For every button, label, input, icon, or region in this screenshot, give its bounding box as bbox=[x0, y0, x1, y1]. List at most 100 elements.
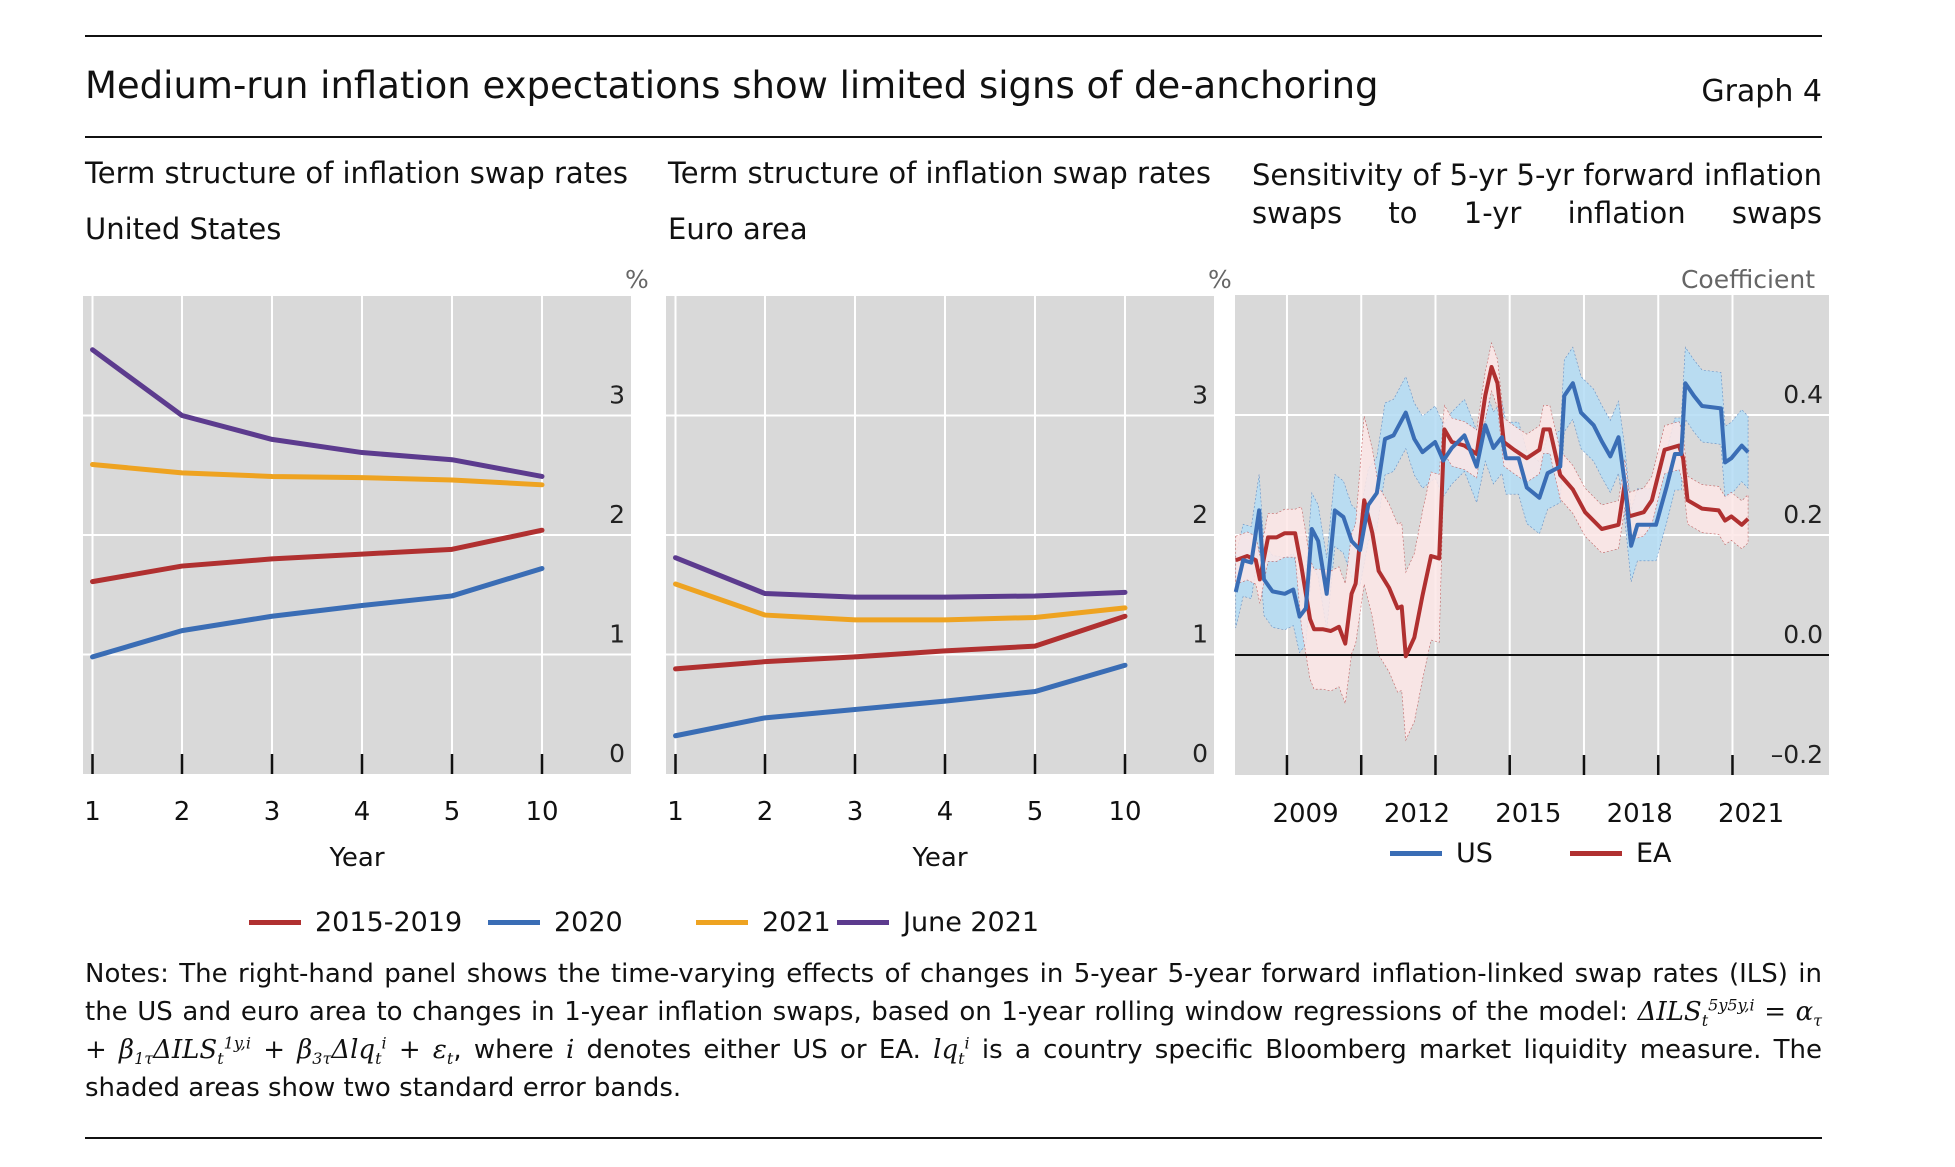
notes-segment: + ε bbox=[386, 1035, 447, 1065]
x-tick-label: 2018 bbox=[1607, 799, 1673, 829]
x-tick-label: 2015 bbox=[1495, 799, 1561, 829]
legend-label-us: US bbox=[1456, 838, 1493, 869]
y-tick-label: 3 bbox=[609, 381, 625, 410]
series-line-2015-2019 bbox=[673, 613, 1128, 672]
notes-segment: is a country specific Bloomberg market l… bbox=[85, 1035, 1822, 1103]
legend-june-2021: June 2021 bbox=[837, 907, 1039, 938]
ea-term-structure-chart: 0 1 2 3 1 2 3 4 5 10 Year bbox=[666, 296, 1214, 873]
x-tick-label: 2 bbox=[174, 797, 191, 827]
notes-segment: Δlq bbox=[331, 1035, 376, 1065]
notes-segment: ΔILS bbox=[153, 1035, 218, 1065]
y-tick-label: 1 bbox=[1192, 620, 1208, 649]
notes: Notes: The right-hand panel shows the ti… bbox=[85, 955, 1822, 1107]
panel1-unit: % bbox=[625, 265, 649, 294]
y-tick-label: –0.2 bbox=[1771, 740, 1823, 769]
x-tick-label: 2012 bbox=[1384, 799, 1450, 829]
bottom-rule bbox=[85, 1137, 1822, 1139]
legend-swatch bbox=[696, 920, 748, 925]
legend-swatch bbox=[249, 920, 301, 925]
legend-2015-2019: 2015-2019 bbox=[249, 907, 462, 938]
us-term-structure-chart: 0 1 2 3 1 2 3 4 5 10 Year bbox=[83, 296, 631, 873]
notes-segment: 1τ bbox=[134, 1049, 154, 1069]
notes-segment: = α bbox=[1754, 997, 1814, 1027]
y-tick-label: 2 bbox=[1192, 500, 1208, 529]
legend-swatch-us bbox=[1390, 851, 1442, 856]
y-tick-label: 0 bbox=[609, 739, 625, 768]
notes-segment: lq bbox=[933, 1035, 959, 1065]
y-tick-label: 0 bbox=[1192, 739, 1208, 768]
x-tick-label: 2021 bbox=[1718, 799, 1784, 829]
legend-us: US bbox=[1390, 838, 1493, 869]
series-line-2020 bbox=[673, 662, 1128, 739]
notes-segment: , where bbox=[453, 1035, 566, 1065]
legend-swatch bbox=[837, 920, 889, 925]
x-tick-label: 5 bbox=[444, 797, 461, 827]
panel2-unit: % bbox=[1208, 265, 1232, 294]
panel1-subtitle: United States bbox=[85, 212, 282, 246]
top-rule bbox=[85, 35, 1822, 37]
legend-label: 2021 bbox=[762, 907, 831, 938]
y-tick-label: 3 bbox=[1192, 381, 1208, 410]
notes-segment: t bbox=[375, 1049, 382, 1069]
notes-segment: t bbox=[1701, 1011, 1709, 1031]
notes-segment: t bbox=[217, 1049, 224, 1069]
x-tick-label: 1 bbox=[84, 797, 101, 827]
notes-segment: ΔILS bbox=[1637, 997, 1702, 1027]
series-line-2015-2019 bbox=[90, 527, 545, 585]
y-tick-label: 0.4 bbox=[1783, 380, 1823, 409]
notes-segment: t bbox=[446, 1049, 454, 1069]
panel3-title: Sensitivity of 5-yr 5-yr forward inflati… bbox=[1252, 158, 1822, 230]
panel1-title: Term structure of inflation swap rates bbox=[85, 156, 628, 190]
legend-2021: 2021 bbox=[696, 907, 831, 938]
sensitivity-chart: –0.2 0.0 0.2 0.4 2009 2012 2015 2018 2021 bbox=[1233, 295, 1829, 829]
series-line-2020 bbox=[90, 565, 545, 660]
graph-title: Medium-run inflation expectations show l… bbox=[85, 64, 1379, 107]
x-tick-label: 4 bbox=[354, 797, 371, 827]
series-line-2021 bbox=[90, 461, 545, 488]
notes-segment: + β bbox=[250, 1035, 313, 1065]
series-line-june-2021 bbox=[90, 347, 545, 479]
series-line-us bbox=[1233, 381, 1750, 619]
error-band-us bbox=[1235, 346, 1749, 654]
panel2-title: Term structure of inflation swap rates bbox=[668, 156, 1211, 190]
x-tick-label: 10 bbox=[525, 797, 558, 827]
legend-label: June 2021 bbox=[903, 907, 1040, 938]
legend-label: 2020 bbox=[554, 907, 623, 938]
y-tick-label: 1 bbox=[609, 620, 625, 649]
notes-segment: Notes: The right-hand panel shows the ti… bbox=[85, 959, 1822, 1027]
notes-segment: + β bbox=[85, 1035, 135, 1065]
legend-2020: 2020 bbox=[488, 907, 623, 938]
x-tick-label: 1 bbox=[667, 797, 684, 827]
series-line-june-2021 bbox=[673, 555, 1128, 600]
notes-segment: i bbox=[565, 1035, 575, 1065]
notes-segment: denotes either US or EA. bbox=[574, 1035, 934, 1065]
y-tick-label: 0.2 bbox=[1783, 500, 1823, 529]
notes-segment: 3τ bbox=[312, 1049, 332, 1069]
x-tick-label: 4 bbox=[937, 797, 954, 827]
title-rule bbox=[85, 136, 1822, 138]
x-tick-label: 3 bbox=[264, 797, 281, 827]
panel2-subtitle: Euro area bbox=[668, 212, 808, 246]
x-tick-label: 3 bbox=[847, 797, 864, 827]
y-tick-label: 2 bbox=[609, 500, 625, 529]
notes-segment: i bbox=[381, 1033, 387, 1053]
legend-label-ea: EA bbox=[1636, 838, 1672, 869]
series-line-2021 bbox=[673, 581, 1128, 623]
legend-label: 2015-2019 bbox=[315, 907, 463, 938]
legend-swatch bbox=[488, 920, 540, 925]
notes-segment: t bbox=[958, 1049, 965, 1069]
y-tick-label: 0.0 bbox=[1783, 620, 1823, 649]
notes-segment: 1y,i bbox=[223, 1033, 251, 1053]
x-axis-label: Year bbox=[328, 843, 384, 873]
notes-segment: τ bbox=[1813, 1011, 1823, 1031]
x-tick-label: 10 bbox=[1108, 797, 1141, 827]
x-tick-label: 2 bbox=[757, 797, 774, 827]
legend-ea: EA bbox=[1570, 838, 1672, 869]
notes-segment: i bbox=[964, 1033, 970, 1053]
graph-number: Graph 4 bbox=[1701, 74, 1822, 109]
panel3-unit: Coefficient bbox=[1680, 265, 1815, 294]
x-axis-label: Year bbox=[911, 843, 967, 873]
x-tick-label: 2009 bbox=[1272, 799, 1338, 829]
x-tick-label: 5 bbox=[1027, 797, 1044, 827]
notes-segment: 5y5y,i bbox=[1708, 995, 1755, 1015]
